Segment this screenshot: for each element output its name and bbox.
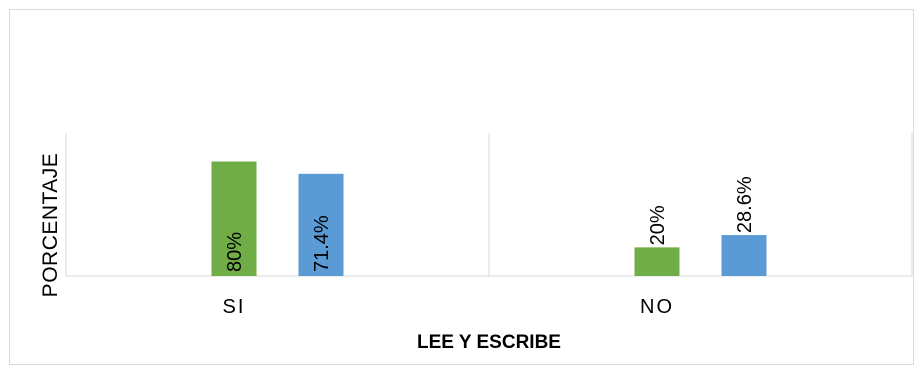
x-tick-labels-layer: SI NO	[223, 296, 674, 318]
x-axis-title: LEE Y ESCRIBE	[417, 332, 561, 353]
bars-layer	[211, 161, 767, 276]
data-label-no-series-1: 20%	[647, 205, 669, 245]
y-axis-title: PORCENTAJE	[39, 153, 62, 298]
bar-no-series-2	[721, 235, 767, 276]
data-labels-layer: 80% 71.4% 20% 28.6%	[224, 176, 756, 272]
bar-no-series-1	[634, 247, 680, 276]
bar-si-series-1	[211, 161, 257, 276]
x-tick-label-si: SI	[223, 296, 246, 318]
data-label-si-series-2: 71.4%	[311, 215, 333, 272]
data-label-no-series-2: 28.6%	[734, 176, 756, 233]
bar-si-series-2	[298, 173, 344, 276]
data-label-si-series-1: 80%	[224, 232, 246, 272]
chart-frame	[9, 9, 914, 365]
x-tick-label-no: NO	[640, 296, 674, 318]
